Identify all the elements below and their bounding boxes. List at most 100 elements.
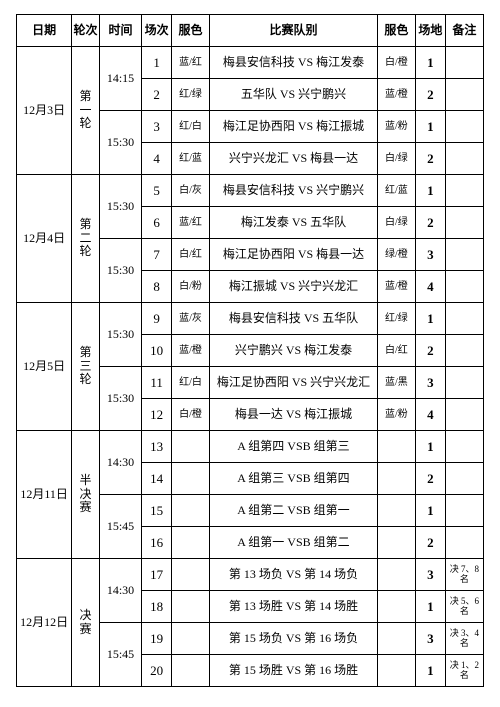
kit1-cell: 白/灰 bbox=[171, 175, 209, 207]
match-no-cell: 17 bbox=[142, 559, 172, 591]
venue-cell: 2 bbox=[416, 207, 446, 239]
teams-cell: 梅江发泰 VS 五华队 bbox=[210, 207, 378, 239]
teams-cell: 梅江足协西阳 VS 兴宁兴龙汇 bbox=[210, 367, 378, 399]
venue-cell: 2 bbox=[416, 143, 446, 175]
match-no-cell: 20 bbox=[142, 655, 172, 687]
venue-cell: 4 bbox=[416, 399, 446, 431]
teams-cell: 第 15 场负 VS 第 16 场负 bbox=[210, 623, 378, 655]
kit2-cell: 白/橙 bbox=[377, 47, 415, 79]
date-cell: 12月5日 bbox=[17, 303, 72, 431]
match-no-cell: 15 bbox=[142, 495, 172, 527]
time-cell: 15:30 bbox=[99, 303, 141, 367]
venue-cell: 1 bbox=[416, 111, 446, 143]
round-cell: 第 三 轮 bbox=[72, 303, 100, 431]
venue-cell: 2 bbox=[416, 335, 446, 367]
kit2-cell bbox=[377, 591, 415, 623]
note-cell bbox=[445, 79, 483, 111]
kit2-cell bbox=[377, 559, 415, 591]
venue-cell: 3 bbox=[416, 367, 446, 399]
schedule-row: 12月12日决 赛14:3017第 13 场负 VS 第 14 场负3决 7、8… bbox=[17, 559, 484, 591]
date-cell: 12月11日 bbox=[17, 431, 72, 559]
kit2-cell bbox=[377, 655, 415, 687]
kit1-cell: 蓝/红 bbox=[171, 207, 209, 239]
venue-cell: 1 bbox=[416, 431, 446, 463]
teams-cell: A 组第四 VSB 组第三 bbox=[210, 431, 378, 463]
teams-cell: 梅江足协西阳 VS 梅江振城 bbox=[210, 111, 378, 143]
teams-cell: 兴宁鹏兴 VS 梅江发泰 bbox=[210, 335, 378, 367]
time-cell: 15:30 bbox=[99, 175, 141, 239]
header-row: 日期 轮次 时间 场次 服色 比赛队别 服色 场地 备注 bbox=[17, 15, 484, 47]
round-cell: 决 赛 bbox=[72, 559, 100, 687]
teams-cell: 梅江足协西阳 VS 梅县一达 bbox=[210, 239, 378, 271]
time-cell: 15:30 bbox=[99, 367, 141, 431]
teams-cell: 五华队 VS 兴宁鹏兴 bbox=[210, 79, 378, 111]
match-no-cell: 7 bbox=[142, 239, 172, 271]
venue-cell: 3 bbox=[416, 239, 446, 271]
note-cell bbox=[445, 111, 483, 143]
match-no-cell: 11 bbox=[142, 367, 172, 399]
kit1-cell: 蓝/橙 bbox=[171, 335, 209, 367]
round-cell: 第 一 轮 bbox=[72, 47, 100, 175]
match-no-cell: 4 bbox=[142, 143, 172, 175]
schedule-table: 日期 轮次 时间 场次 服色 比赛队别 服色 场地 备注 12月3日第 一 轮1… bbox=[16, 14, 484, 687]
match-no-cell: 18 bbox=[142, 591, 172, 623]
match-no-cell: 13 bbox=[142, 431, 172, 463]
kit2-cell bbox=[377, 463, 415, 495]
venue-cell: 3 bbox=[416, 623, 446, 655]
venue-cell: 2 bbox=[416, 463, 446, 495]
kit1-cell: 蓝/灰 bbox=[171, 303, 209, 335]
teams-cell: 兴宁兴龙汇 VS 梅县一达 bbox=[210, 143, 378, 175]
venue-cell: 1 bbox=[416, 591, 446, 623]
teams-cell: 第 13 场负 VS 第 14 场负 bbox=[210, 559, 378, 591]
time-cell: 15:45 bbox=[99, 623, 141, 687]
col-kit1: 服色 bbox=[171, 15, 209, 47]
note-cell bbox=[445, 303, 483, 335]
kit2-cell bbox=[377, 495, 415, 527]
col-note: 备注 bbox=[445, 15, 483, 47]
match-no-cell: 6 bbox=[142, 207, 172, 239]
kit2-cell: 蓝/粉 bbox=[377, 399, 415, 431]
venue-cell: 2 bbox=[416, 527, 446, 559]
match-no-cell: 1 bbox=[142, 47, 172, 79]
kit1-cell bbox=[171, 559, 209, 591]
kit2-cell: 红/绿 bbox=[377, 303, 415, 335]
date-cell: 12月3日 bbox=[17, 47, 72, 175]
note-cell bbox=[445, 495, 483, 527]
col-time: 时间 bbox=[99, 15, 141, 47]
note-cell bbox=[445, 399, 483, 431]
kit1-cell bbox=[171, 527, 209, 559]
schedule-body: 12月3日第 一 轮14:151蓝/红梅县安信科技 VS 梅江发泰白/橙12红/… bbox=[17, 47, 484, 687]
note-cell: 决 1、2 名 bbox=[445, 655, 483, 687]
kit1-cell bbox=[171, 463, 209, 495]
kit2-cell: 绿/橙 bbox=[377, 239, 415, 271]
kit2-cell: 蓝/黑 bbox=[377, 367, 415, 399]
time-cell: 15:30 bbox=[99, 239, 141, 303]
schedule-row: 12月5日第 三 轮15:309蓝/灰梅县安信科技 VS 五华队红/绿1 bbox=[17, 303, 484, 335]
teams-cell: 梅县安信科技 VS 五华队 bbox=[210, 303, 378, 335]
teams-cell: A 组第三 VSB 组第四 bbox=[210, 463, 378, 495]
teams-cell: 第 15 场胜 VS 第 16 场胜 bbox=[210, 655, 378, 687]
kit2-cell: 蓝/橙 bbox=[377, 79, 415, 111]
col-match: 场次 bbox=[142, 15, 172, 47]
kit1-cell bbox=[171, 495, 209, 527]
time-cell: 14:30 bbox=[99, 431, 141, 495]
schedule-row: 12月11日半 决 赛14:3013A 组第四 VSB 组第三1 bbox=[17, 431, 484, 463]
match-no-cell: 14 bbox=[142, 463, 172, 495]
kit1-cell: 红/蓝 bbox=[171, 143, 209, 175]
teams-cell: 梅县安信科技 VS 兴宁鹏兴 bbox=[210, 175, 378, 207]
kit2-cell: 蓝/橙 bbox=[377, 271, 415, 303]
venue-cell: 3 bbox=[416, 559, 446, 591]
note-cell bbox=[445, 335, 483, 367]
schedule-row: 12月4日第 二 轮15:305白/灰梅县安信科技 VS 兴宁鹏兴红/蓝1 bbox=[17, 175, 484, 207]
match-no-cell: 10 bbox=[142, 335, 172, 367]
note-cell bbox=[445, 207, 483, 239]
kit2-cell: 蓝/粉 bbox=[377, 111, 415, 143]
teams-cell: A 组第二 VSB 组第一 bbox=[210, 495, 378, 527]
teams-cell: 梅县安信科技 VS 梅江发泰 bbox=[210, 47, 378, 79]
kit2-cell: 白/绿 bbox=[377, 207, 415, 239]
note-cell bbox=[445, 175, 483, 207]
round-cell: 半 决 赛 bbox=[72, 431, 100, 559]
date-cell: 12月12日 bbox=[17, 559, 72, 687]
teams-cell: 梅江振城 VS 兴宁兴龙汇 bbox=[210, 271, 378, 303]
venue-cell: 1 bbox=[416, 495, 446, 527]
